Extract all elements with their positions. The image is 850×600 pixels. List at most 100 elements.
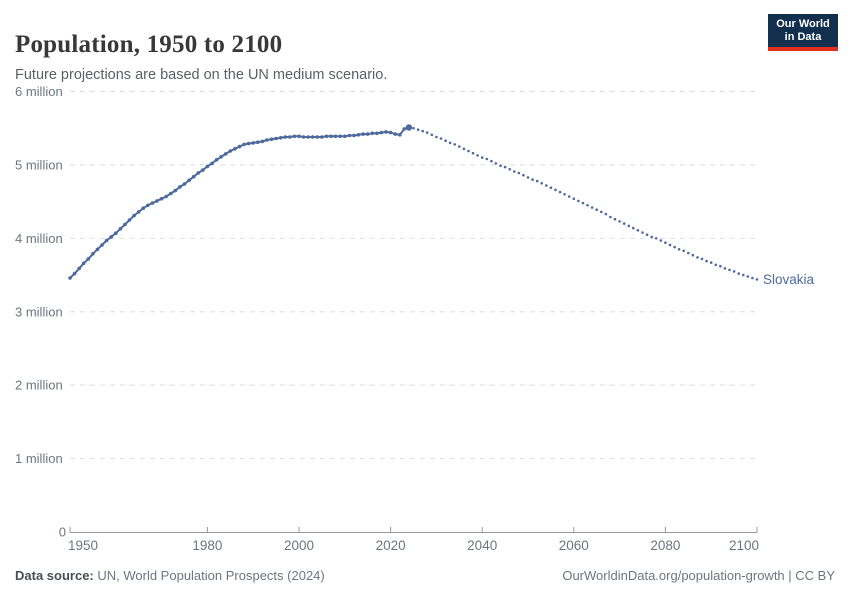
historical-point (123, 222, 127, 227)
projection-point (453, 143, 457, 146)
projection-point (600, 210, 603, 214)
projection-point (458, 145, 461, 148)
projection-point (590, 206, 594, 209)
projection-point (503, 165, 507, 169)
projection-point (632, 226, 635, 230)
x-tick-label: 1980 (192, 538, 222, 553)
historical-point (201, 168, 205, 172)
page-subtitle: Future projections are based on the UN m… (15, 66, 388, 83)
entity-label-slovakia: Slovakia (763, 272, 815, 287)
series-historical (68, 124, 413, 280)
projection-point (622, 222, 626, 225)
historical-point (402, 127, 407, 131)
projection-point (737, 272, 740, 275)
projection-point (444, 139, 447, 142)
projection-point (540, 182, 543, 185)
projection-point (535, 179, 539, 183)
historical-point (191, 174, 196, 179)
projection-point (668, 243, 672, 247)
historical-point (301, 135, 306, 139)
projection-point (705, 259, 708, 263)
projection-point (485, 157, 489, 161)
historical-point (379, 130, 384, 135)
y-tick-label: 3 million (15, 304, 63, 319)
x-tick-label: 2040 (467, 538, 497, 553)
historical-point (127, 218, 132, 222)
projection-point (696, 256, 699, 259)
historical-point (288, 135, 292, 139)
historical-point (283, 135, 288, 139)
historical-point (169, 191, 173, 196)
x-tick-label: 1950 (68, 538, 98, 553)
projection-point (659, 239, 663, 242)
historical-point (356, 133, 361, 137)
historical-point (132, 213, 136, 218)
historical-point (86, 257, 91, 261)
y-tick-label: 5 million (15, 157, 63, 172)
projection-point (714, 263, 718, 267)
historical-point (178, 185, 182, 189)
projection-point (494, 162, 498, 165)
projection-point (709, 261, 713, 264)
projection-point (682, 249, 685, 253)
y-tick-label-zero: 0 (59, 525, 66, 540)
projection-point (586, 204, 589, 207)
projection-point (664, 241, 667, 244)
historical-point (352, 133, 356, 138)
projection-point (645, 233, 649, 236)
x-tick-label: 2100 (729, 538, 759, 553)
projection-point (531, 178, 534, 181)
historical-point (91, 252, 95, 256)
projection-point (439, 137, 443, 140)
historical-point (214, 158, 219, 162)
projection-point (567, 195, 571, 198)
projection-point (677, 248, 681, 251)
historical-point (255, 140, 260, 144)
projection-point (687, 251, 690, 255)
projection-point (719, 264, 722, 268)
projection-point (700, 257, 704, 261)
owid-logo-line2: in Data (784, 31, 822, 43)
historical-point (343, 134, 347, 139)
projection-point (746, 275, 750, 278)
historical-point (136, 210, 141, 214)
historical-point (182, 182, 187, 186)
data-source-text: UN, World Population Prospects (2024) (93, 568, 325, 583)
historical-point (77, 266, 81, 271)
projection-point (517, 171, 521, 175)
projection-point (435, 135, 438, 139)
historical-point (109, 235, 113, 239)
historical-point (114, 231, 118, 235)
projection-point (480, 156, 484, 159)
projection-point (654, 237, 658, 240)
historical-point (315, 135, 320, 139)
x-tick-label: 2020 (376, 538, 406, 553)
x-axis: 1950 1980 2000 2020 2040 2060 2080 2100 (68, 527, 759, 553)
projection-point (513, 170, 516, 173)
credit-link[interactable]: OurWorldinData.org/population-growth | C… (562, 568, 835, 583)
data-source-note: Data source: UN, World Population Prospe… (15, 568, 325, 583)
projection-point (416, 128, 420, 131)
chart-footer: Data source: UN, World Population Prospe… (0, 568, 850, 583)
historical-point (375, 131, 379, 136)
projection-point (641, 231, 644, 234)
historical-point (233, 147, 237, 151)
historical-point (405, 124, 413, 131)
historical-point (324, 134, 329, 139)
projection-point (595, 208, 598, 211)
historical-point (205, 164, 210, 169)
historical-point (159, 196, 164, 201)
data-source-label: Data source: (15, 568, 94, 583)
projection-point (618, 220, 621, 223)
owid-logo[interactable]: Our World in Data (768, 14, 838, 51)
historical-point (68, 276, 72, 280)
projection-point (421, 129, 425, 133)
historical-point (196, 171, 200, 175)
historical-point (95, 247, 100, 252)
projection-point (650, 235, 653, 239)
historical-point (118, 227, 123, 231)
projection-point (755, 278, 759, 281)
historical-point (398, 133, 402, 137)
projection-point (604, 212, 608, 216)
historical-point (310, 135, 315, 139)
